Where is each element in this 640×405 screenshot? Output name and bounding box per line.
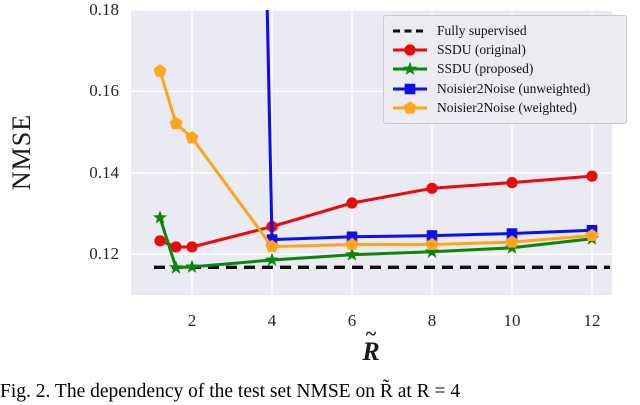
- legend-label: SSDU (proposed): [437, 61, 534, 77]
- marker-pentagon: [403, 101, 417, 114]
- marker-star: [424, 244, 440, 258]
- marker-pentagon: [345, 237, 359, 251]
- marker-circle: [154, 235, 166, 247]
- marker-circle: [426, 182, 438, 194]
- marker-circle: [404, 44, 416, 56]
- marker-circle: [506, 177, 518, 189]
- legend: Fully supervised SSDU (original) SSDU (pro…: [383, 15, 627, 124]
- x-axis-label: ~ R: [362, 323, 380, 366]
- marker-square: [346, 231, 358, 243]
- series-ssdu-original: [154, 170, 598, 253]
- line: [265, 10, 594, 242]
- marker-circle: [586, 170, 598, 182]
- x-tick-label: 6: [347, 311, 357, 330]
- y-tick-label: 0.12: [89, 244, 119, 264]
- marker-star: [264, 252, 280, 266]
- figure-caption: Fig. 2. The dependency of the test set N…: [0, 381, 461, 402]
- marker-pentagon: [153, 64, 167, 77]
- marker-pentagon: [425, 237, 439, 251]
- legend-label: Noisier2Noise (unweighted): [437, 80, 591, 96]
- marker-star: [152, 210, 168, 224]
- marker-pentagon: [185, 131, 199, 144]
- marker-star: [168, 260, 184, 274]
- x-tick-label: 12: [583, 311, 601, 330]
- series-noisier2noise-weighted: [153, 64, 599, 253]
- y-tick-label: 0.16: [89, 81, 119, 101]
- marker-square: [404, 83, 416, 95]
- x-tick-label: 4: [267, 311, 277, 330]
- marker-circle: [186, 241, 198, 253]
- x-axis-label-tilde: ~: [365, 323, 377, 345]
- legend-item-ssdu-proposed: SSDU (proposed): [391, 60, 618, 79]
- marker-circle: [170, 241, 182, 253]
- marker-square: [266, 234, 278, 245]
- marker-square: [426, 230, 438, 241]
- marker-pentagon: [505, 235, 519, 248]
- marker-pentagon: [169, 116, 183, 130]
- legend-sample-square-marker: [393, 83, 427, 95]
- legend-label: Noisier2Noise (weighted): [437, 100, 577, 116]
- x-tick-label: 8: [427, 311, 437, 330]
- legend-item-fully-supervised: Fully supervised: [391, 21, 618, 40]
- legend-label: Fully supervised: [437, 22, 527, 38]
- legend-item-noisier2noise-weighted: Noisier2Noise (weighted): [391, 99, 618, 118]
- legend-sample-star-marker: [393, 62, 427, 76]
- legend-sample-dashed-line: [393, 29, 427, 33]
- marker-star: [184, 259, 200, 273]
- legend-label: SSDU (original): [437, 42, 526, 58]
- marker-circle: [346, 197, 358, 209]
- legend-sample-pentagon-marker: [393, 101, 427, 114]
- marker-pentagon: [265, 239, 279, 253]
- y-tick-label: 0.18: [89, 0, 119, 19]
- marker-square: [506, 228, 518, 239]
- legend-sample-circle-marker: [393, 44, 427, 56]
- x-tick-label: 10: [503, 311, 521, 330]
- marker-star: [402, 62, 418, 76]
- marker-star: [344, 247, 360, 261]
- legend-item-noisier2noise-unweighted: Noisier2Noise (unweighted): [391, 79, 618, 98]
- y-axis-label: NMSE: [7, 113, 36, 191]
- x-tick-label: 2: [187, 311, 197, 330]
- x-axis-label-letter: R: [362, 337, 380, 366]
- legend-item-ssdu-original: SSDU (original): [391, 40, 618, 59]
- marker-pentagon: [585, 228, 599, 242]
- y-tick-label: 0.14: [89, 162, 119, 182]
